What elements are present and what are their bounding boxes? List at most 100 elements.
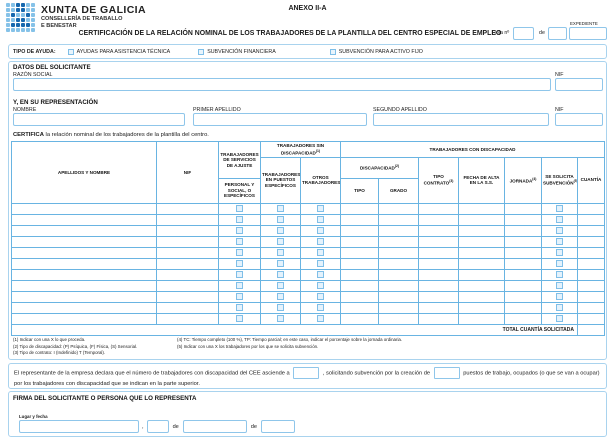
cell-grado[interactable] (378, 268, 419, 281)
cell-tipo[interactable] (340, 279, 379, 292)
cell-nif[interactable] (156, 202, 219, 215)
otros-checkbox[interactable] (317, 282, 324, 290)
cell-cuantia[interactable] (576, 312, 606, 325)
cell-jornada[interactable] (504, 268, 542, 281)
otros-checkbox[interactable] (317, 249, 324, 257)
cell-grado[interactable] (378, 301, 419, 314)
primer-apellido-field[interactable] (193, 113, 367, 126)
cell-fecha-alta[interactable] (458, 312, 505, 325)
puestos-checkbox[interactable] (277, 271, 284, 279)
otros-checkbox[interactable] (317, 238, 324, 246)
cell-tipo[interactable] (340, 202, 379, 215)
cell-jornada[interactable] (504, 290, 542, 303)
puestos-checkbox[interactable] (277, 227, 284, 235)
subvencion-checkbox[interactable] (556, 238, 563, 246)
subvencion-checkbox[interactable] (556, 249, 563, 257)
cell-apellidos[interactable] (11, 290, 157, 303)
cell-apellidos[interactable] (11, 312, 157, 325)
cell-tipo-contrato[interactable] (418, 224, 459, 237)
cell-tipo[interactable] (340, 224, 379, 237)
ajuste-checkbox[interactable] (236, 315, 243, 323)
cell-cuantia[interactable] (576, 235, 606, 248)
cell-apellidos[interactable] (11, 213, 157, 226)
cell-tipo[interactable] (340, 268, 379, 281)
cell-tipo-contrato[interactable] (418, 290, 459, 303)
cell-grado[interactable] (378, 202, 419, 215)
cell-tipo-contrato[interactable] (418, 301, 459, 314)
cell-grado[interactable] (378, 279, 419, 292)
cell-jornada[interactable] (504, 235, 542, 248)
cell-tipo-contrato[interactable] (418, 235, 459, 248)
subvencion-checkbox[interactable] (556, 293, 563, 301)
ajuste-checkbox[interactable] (236, 205, 243, 213)
cell-tipo-contrato[interactable] (418, 257, 459, 270)
otros-checkbox[interactable] (317, 293, 324, 301)
cell-nif[interactable] (156, 290, 219, 303)
cell-nif[interactable] (156, 224, 219, 237)
subvencion-checkbox[interactable] (556, 260, 563, 268)
subvencion-financiera-checkbox[interactable] (198, 48, 205, 55)
ajuste-checkbox[interactable] (236, 216, 243, 224)
cell-apellidos[interactable] (11, 202, 157, 215)
cell-fecha-alta[interactable] (458, 257, 505, 270)
cell-tipo[interactable] (340, 257, 379, 270)
lugar-field[interactable] (19, 420, 139, 433)
cell-jornada[interactable] (504, 301, 542, 314)
subvencion-checkbox[interactable] (556, 315, 563, 323)
subvencion-checkbox[interactable] (556, 216, 563, 224)
expediente-field[interactable] (569, 27, 607, 40)
solicitante-nif-field[interactable] (555, 78, 603, 91)
cell-nif[interactable] (156, 246, 219, 259)
dia-field[interactable] (146, 420, 169, 433)
cell-fecha-alta[interactable] (458, 224, 505, 237)
cell-tipo-contrato[interactable] (418, 268, 459, 281)
representante-nif-field[interactable] (555, 113, 603, 126)
cell-apellidos[interactable] (11, 235, 157, 248)
puestos-checkbox[interactable] (277, 216, 284, 224)
cell-apellidos[interactable] (11, 268, 157, 281)
otros-checkbox[interactable] (317, 216, 324, 224)
cell-cuantia[interactable] (576, 213, 606, 226)
num-trabajadores-field[interactable] (293, 367, 320, 379)
ajuste-checkbox[interactable] (236, 249, 243, 257)
otros-checkbox[interactable] (317, 260, 324, 268)
puestos-checkbox[interactable] (277, 315, 284, 323)
otros-checkbox[interactable] (317, 304, 324, 312)
cell-grado[interactable] (378, 213, 419, 226)
cell-jornada[interactable] (504, 202, 542, 215)
subvencion-checkbox[interactable] (556, 227, 563, 235)
cell-jornada[interactable] (504, 246, 542, 259)
ajuste-checkbox[interactable] (236, 238, 243, 246)
cell-cuantia[interactable] (576, 257, 606, 270)
cell-cuantia[interactable] (576, 290, 606, 303)
asistencia-tecnica-checkbox[interactable] (67, 48, 74, 55)
cell-tipo[interactable] (340, 235, 379, 248)
puestos-checkbox[interactable] (277, 260, 284, 268)
cell-nif[interactable] (156, 312, 219, 325)
cell-cuantia[interactable] (576, 224, 606, 237)
ajuste-checkbox[interactable] (236, 271, 243, 279)
cell-fecha-alta[interactable] (458, 268, 505, 281)
cell-cuantia[interactable] (576, 246, 606, 259)
cell-apellidos[interactable] (11, 246, 157, 259)
cell-grado[interactable] (378, 257, 419, 270)
cell-apellidos[interactable] (11, 279, 157, 292)
razon-social-field[interactable] (13, 78, 551, 91)
cell-cuantia[interactable] (576, 279, 606, 292)
cell-jornada[interactable] (504, 312, 542, 325)
subvencion-checkbox[interactable] (556, 282, 563, 290)
cell-tipo-contrato[interactable] (418, 202, 459, 215)
cell-jornada[interactable] (504, 257, 542, 270)
ajuste-checkbox[interactable] (236, 293, 243, 301)
otros-checkbox[interactable] (317, 315, 324, 323)
subvencion-checkbox[interactable] (556, 205, 563, 213)
anio-field[interactable] (261, 420, 296, 433)
otros-checkbox[interactable] (317, 271, 324, 279)
cell-cuantia[interactable] (576, 301, 606, 314)
total-amount-cell[interactable] (576, 323, 606, 336)
otros-checkbox[interactable] (317, 227, 324, 235)
cell-apellidos[interactable] (11, 257, 157, 270)
puestos-checkbox[interactable] (277, 205, 284, 213)
cell-fecha-alta[interactable] (458, 246, 505, 259)
cell-jornada[interactable] (504, 224, 542, 237)
